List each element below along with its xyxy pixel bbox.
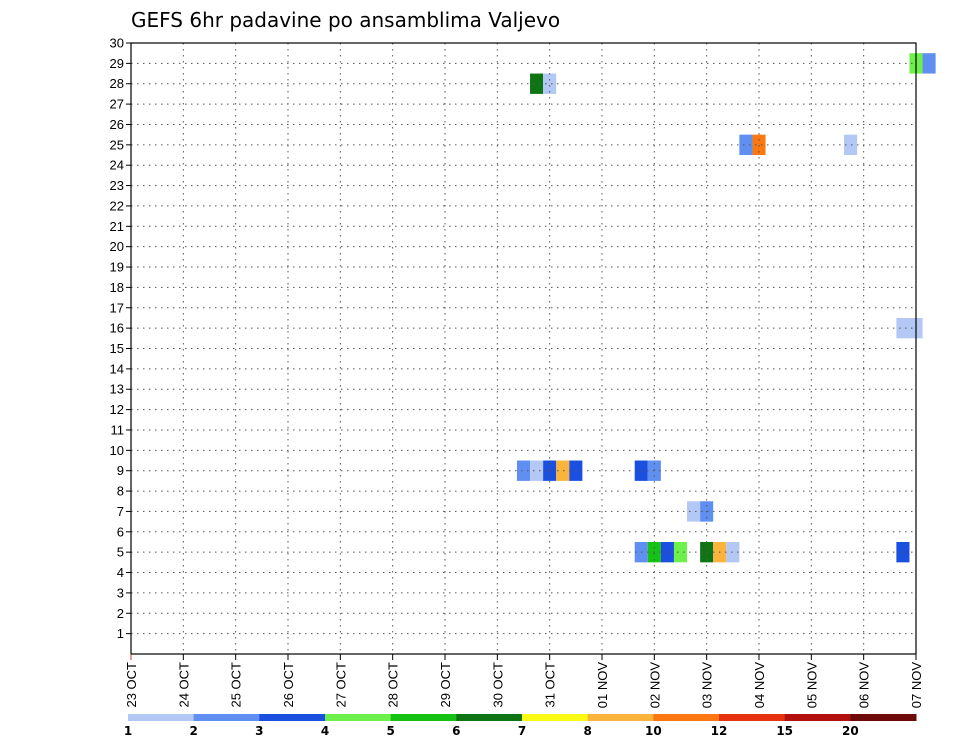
x-tick-label: 25 OCT bbox=[229, 662, 244, 708]
y-tick-label: 16 bbox=[110, 321, 124, 336]
y-tick-label: 4 bbox=[117, 565, 124, 580]
y-tick-label: 8 bbox=[117, 484, 124, 499]
colorbar-label: 12 bbox=[711, 724, 728, 738]
colorbar-swatch bbox=[653, 714, 720, 721]
y-tick-label: 18 bbox=[110, 280, 124, 295]
y-tick-label: 1 bbox=[117, 626, 124, 641]
colorbar-swatch bbox=[850, 714, 917, 721]
y-tick-label: 11 bbox=[111, 422, 125, 437]
colorbar-label: 8 bbox=[583, 724, 591, 738]
precip-cell bbox=[896, 541, 910, 563]
x-tick-label: 27 OCT bbox=[333, 662, 348, 708]
y-tick-label: 22 bbox=[110, 198, 124, 213]
y-tick-label: 12 bbox=[110, 402, 124, 417]
precip-cell bbox=[922, 53, 936, 74]
x-tick-label: 24 OCT bbox=[176, 662, 191, 708]
precip-cell bbox=[739, 134, 753, 156]
precip-cell bbox=[752, 134, 766, 156]
y-tick-label: 29 bbox=[110, 56, 124, 71]
y-tick-label: 25 bbox=[110, 137, 124, 152]
x-tick-label: 07 NOV bbox=[909, 662, 924, 709]
x-tick-label: 26 OCT bbox=[281, 662, 296, 708]
y-tick-label: 6 bbox=[117, 524, 124, 539]
x-tick-label: 04 NOV bbox=[752, 662, 767, 709]
y-tick-label: 13 bbox=[110, 382, 124, 397]
x-tick-label: 03 NOV bbox=[700, 662, 715, 709]
y-tick-label: 5 bbox=[117, 545, 124, 560]
colorbar-swatch bbox=[259, 714, 326, 721]
precip-cell bbox=[660, 541, 674, 563]
y-tick-label: 21 bbox=[110, 219, 124, 234]
y-tick-label: 24 bbox=[110, 158, 124, 173]
colorbar-label: 15 bbox=[776, 724, 793, 738]
y-tick-label: 10 bbox=[110, 443, 124, 458]
x-tick-label: 02 NOV bbox=[647, 662, 662, 709]
y-tick-label: 9 bbox=[117, 463, 124, 478]
precip-cell bbox=[726, 541, 740, 563]
precip-cell bbox=[516, 460, 531, 481]
chart-title: GEFS 6hr padavine po ansamblima Valjevo bbox=[131, 8, 560, 32]
colorbar-label: 10 bbox=[645, 724, 662, 738]
x-tick-label: 30 OCT bbox=[490, 662, 505, 708]
colorbar-swatch bbox=[128, 714, 195, 721]
x-tick-label: 01 NOV bbox=[595, 662, 610, 709]
y-tick-label: 27 bbox=[110, 97, 124, 112]
colorbar-label: 2 bbox=[189, 724, 197, 738]
precip-cell bbox=[543, 73, 557, 94]
y-tick-label: 30 bbox=[110, 36, 124, 51]
precip-cell bbox=[687, 501, 701, 522]
colorbar-label: 20 bbox=[842, 724, 859, 738]
y-tick-label: 23 bbox=[110, 178, 124, 193]
colorbar-label: 4 bbox=[321, 724, 329, 738]
colorbar-swatch bbox=[390, 714, 457, 721]
precip-cell bbox=[673, 541, 688, 563]
y-tick-label: 17 bbox=[110, 300, 124, 315]
precip-cell bbox=[543, 460, 557, 481]
y-tick-label: 2 bbox=[117, 606, 124, 621]
colorbar: 1 2 3 4 5 6 7 8 10 12 15 20 bbox=[124, 714, 917, 738]
colorbar-label: 7 bbox=[518, 724, 526, 738]
x-tick-label: 06 NOV bbox=[857, 662, 872, 709]
colorbar-swatch bbox=[456, 714, 523, 721]
axis-layer: 1234567891011121314151617181920212223242… bbox=[110, 36, 924, 709]
colorbar-swatch bbox=[719, 714, 786, 721]
colorbar-swatch bbox=[325, 714, 392, 721]
grid-layer bbox=[130, 42, 917, 654]
x-tick-label: 29 OCT bbox=[438, 662, 453, 708]
precip-cell bbox=[700, 541, 714, 563]
precip-cell bbox=[844, 134, 858, 156]
y-tick-label: 26 bbox=[110, 117, 124, 132]
colorbar-swatch bbox=[193, 714, 260, 721]
x-tick-label: 23 OCT bbox=[124, 662, 139, 708]
y-tick-label: 14 bbox=[110, 361, 124, 376]
x-tick-label: 05 NOV bbox=[804, 662, 819, 709]
y-tick-label: 3 bbox=[117, 585, 124, 600]
colorbar-swatch bbox=[587, 714, 654, 721]
precip-cell bbox=[530, 460, 544, 481]
colorbar-label: 5 bbox=[386, 724, 394, 738]
colorbar-swatch bbox=[784, 714, 851, 721]
y-tick-label: 7 bbox=[117, 504, 124, 519]
y-tick-label: 28 bbox=[110, 76, 124, 91]
y-tick-label: 19 bbox=[110, 260, 124, 275]
precip-cell bbox=[530, 73, 544, 94]
x-tick-label: 31 OCT bbox=[543, 662, 558, 708]
colorbar-swatch bbox=[522, 714, 589, 721]
colorbar-label: 6 bbox=[452, 724, 460, 738]
precip-cell bbox=[556, 460, 570, 481]
colorbar-label: 3 bbox=[255, 724, 263, 738]
colorbar-label: 1 bbox=[124, 724, 132, 738]
x-tick-label: 28 OCT bbox=[386, 662, 401, 708]
y-tick-label: 20 bbox=[110, 239, 124, 254]
y-tick-label: 15 bbox=[110, 341, 124, 356]
